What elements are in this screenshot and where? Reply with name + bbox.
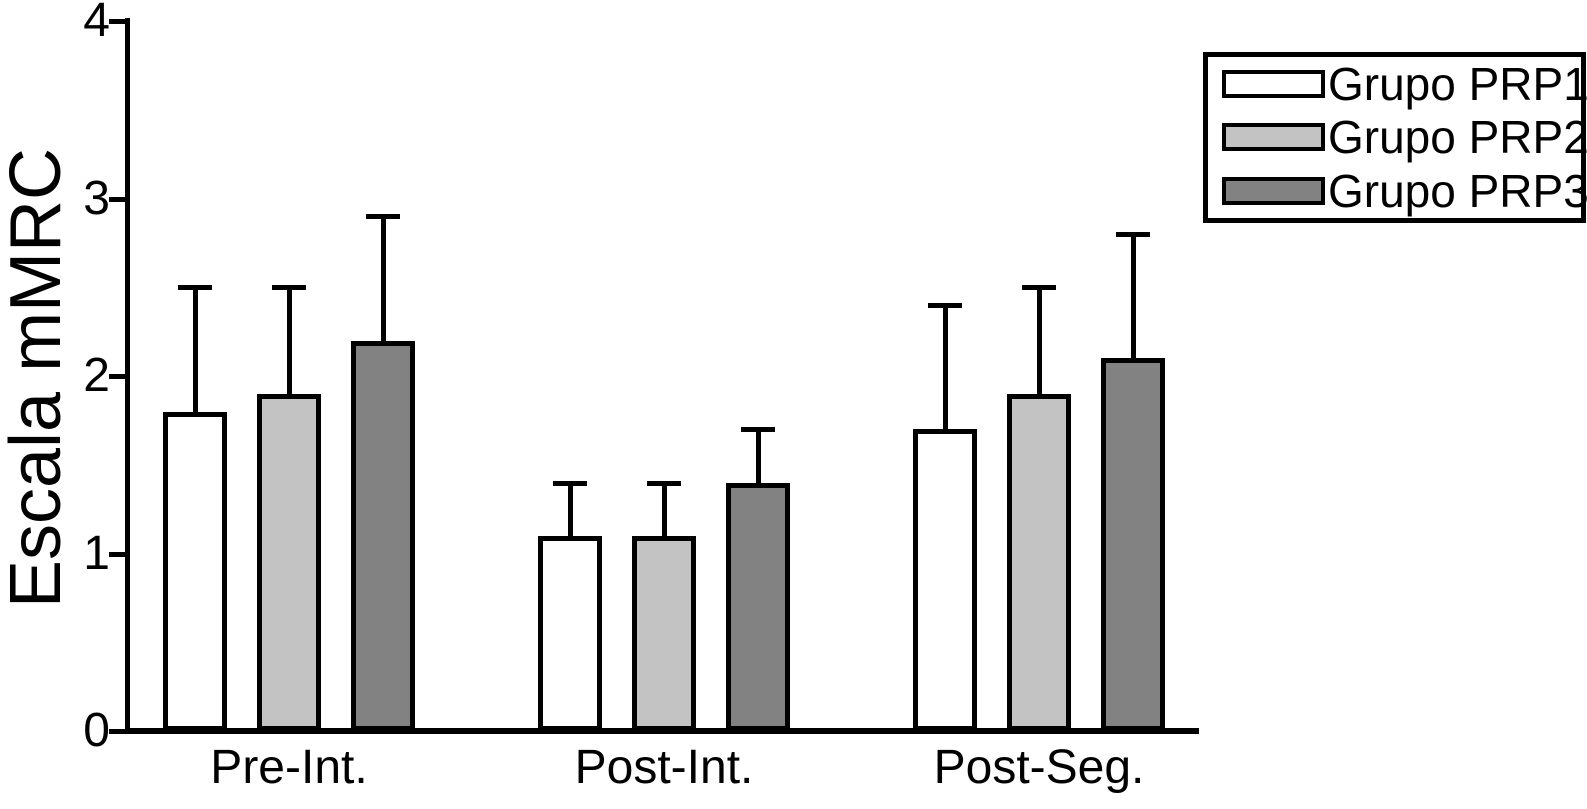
y-tick-0 xyxy=(109,729,125,734)
error-cap-grupo-prp1-pre-int xyxy=(178,285,212,291)
x-axis-line xyxy=(125,728,1199,734)
y-tick-label-4: 4 xyxy=(83,0,110,47)
bar-grupo-prp1-post-seg xyxy=(913,429,977,731)
x-tick-label-post-seg: Post-Seg. xyxy=(933,741,1145,794)
y-tick-2 xyxy=(109,374,125,379)
y-tick-label-3: 3 xyxy=(83,171,110,225)
legend-swatch-grupo-prp2 xyxy=(1222,123,1325,152)
error-bar-grupo-prp1-pre-int xyxy=(193,287,198,432)
legend-swatch-grupo-prp1 xyxy=(1222,69,1325,98)
legend: Grupo PRP1 Grupo PRP2 Grupo PRP3 xyxy=(1203,52,1587,223)
error-cap-grupo-prp1-post-int xyxy=(553,480,587,486)
error-cap-grupo-prp3-post-seg xyxy=(1116,232,1150,237)
legend-label-grupo-prp3: Grupo PRP3 xyxy=(1328,165,1587,218)
error-bar-grupo-prp2-pre-int xyxy=(287,287,292,414)
bar-grupo-prp3-post-int xyxy=(726,482,790,731)
bar-grupo-prp3-post-seg xyxy=(1101,358,1165,731)
bar-grupo-prp3-pre-int xyxy=(351,340,415,731)
error-cap-grupo-prp2-post-seg xyxy=(1022,285,1056,291)
error-cap-grupo-prp2-pre-int xyxy=(272,285,306,291)
error-bar-grupo-prp1-post-seg xyxy=(943,305,948,450)
y-tick-3 xyxy=(109,196,125,202)
error-bar-grupo-prp1-post-int xyxy=(568,482,573,556)
y-tick-label-1: 1 xyxy=(83,526,110,580)
y-tick-1 xyxy=(109,551,125,557)
x-tick-label-pre-int: Pre-Int. xyxy=(210,741,368,794)
legend-label-grupo-prp1: Grupo PRP1 xyxy=(1328,57,1587,110)
error-cap-grupo-prp2-post-int xyxy=(647,480,681,486)
error-bar-grupo-prp3-pre-int xyxy=(381,216,386,361)
error-cap-grupo-prp3-post-int xyxy=(741,427,775,433)
legend-swatch-grupo-prp3 xyxy=(1222,177,1325,206)
error-cap-grupo-prp3-pre-int xyxy=(366,214,400,220)
error-cap-grupo-prp1-post-seg xyxy=(928,303,962,308)
bar-grupo-prp2-pre-int xyxy=(257,393,321,731)
error-bar-grupo-prp3-post-int xyxy=(756,429,761,503)
y-tick-label-0: 0 xyxy=(83,704,110,757)
bar-grupo-prp2-post-seg xyxy=(1007,393,1071,731)
bar-grupo-prp1-pre-int xyxy=(163,411,227,731)
y-tick-4 xyxy=(109,19,125,24)
y-axis-line xyxy=(125,18,130,731)
legend-item-grupo-prp2: Grupo PRP2 xyxy=(1222,113,1587,161)
error-bar-grupo-prp2-post-int xyxy=(662,482,667,556)
legend-item-grupo-prp1: Grupo PRP1 xyxy=(1222,60,1587,108)
legend-label-grupo-prp2: Grupo PRP2 xyxy=(1328,111,1587,164)
y-tick-label-2: 2 xyxy=(83,349,110,402)
error-bar-grupo-prp2-post-seg xyxy=(1037,287,1042,414)
error-bar-grupo-prp3-post-seg xyxy=(1131,234,1136,379)
bar-grupo-prp2-post-int xyxy=(632,535,696,731)
legend-item-grupo-prp3: Grupo PRP3 xyxy=(1222,167,1587,215)
bar-grupo-prp1-post-int xyxy=(538,535,602,731)
x-tick-label-post-int: Post-Int. xyxy=(574,741,754,794)
